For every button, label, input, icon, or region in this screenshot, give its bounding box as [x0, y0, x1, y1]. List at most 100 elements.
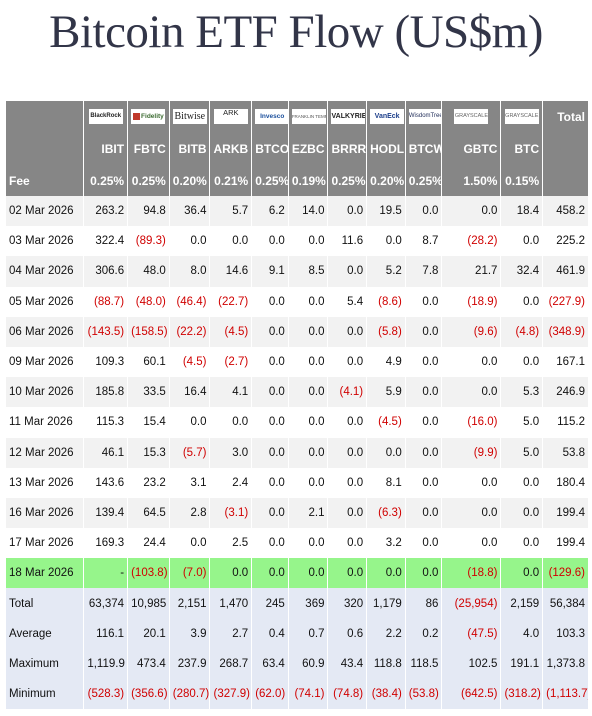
- ticker-header: BTCO: [252, 132, 288, 165]
- stats-value: 86: [405, 588, 442, 619]
- row-total: 180.4: [543, 467, 588, 498]
- flow-value: 0.0: [252, 346, 288, 378]
- flow-value: (22.2): [169, 316, 210, 347]
- row-date: 03 Mar 2026: [6, 226, 84, 257]
- ticker-header: BRRR: [328, 132, 367, 165]
- flow-value: 0.0: [288, 437, 328, 468]
- stats-value: (74.1): [288, 679, 328, 710]
- table-row: 09 Mar 2026 109.3 60.1 (4.5) (2.7) 0.0 0.0 0.0 4…: [6, 346, 588, 378]
- page-title: Bitcoin ETF Flow (US$m): [49, 6, 543, 58]
- flow-value: 24.4: [128, 528, 169, 559]
- header-logo-cell: WisdomTree: [405, 101, 442, 132]
- fee-value: 0.25%: [84, 165, 128, 196]
- fee-value: 0.20%: [367, 165, 405, 196]
- flow-value: 169.3: [84, 528, 128, 559]
- row-total: (129.6): [543, 558, 588, 589]
- stats-value: 102.5: [442, 648, 501, 679]
- header-logo-cell: FRANKLIN TEMPLETON: [288, 101, 328, 132]
- flow-value: 2.5: [210, 528, 252, 559]
- row-total: 458.2: [543, 196, 588, 227]
- flow-value: 8.7: [405, 226, 442, 257]
- flow-value: 0.0: [405, 196, 442, 227]
- table-row: 02 Mar 2026 263.2 94.8 36.4 5.7 6.2 14.0 0.0 19.…: [6, 196, 588, 227]
- stats-row-minimum: Minimum (528.3) (356.6) (280.7) (327.9) (62.0…: [6, 679, 588, 710]
- flow-value: 0.0: [288, 467, 328, 498]
- flow-value: 0.0: [367, 558, 405, 589]
- flow-value: (4.5): [210, 316, 252, 347]
- stats-total: 56,384: [543, 588, 588, 619]
- flow-value: 5.3: [501, 377, 543, 408]
- flow-value: (4.8): [501, 316, 543, 347]
- etf-flow-table: BlackRock Fidelity Bitwise ARK Invesco FRANKL…: [5, 101, 589, 710]
- flow-value: 0.0: [328, 407, 367, 438]
- flow-value: (143.5): [84, 316, 128, 347]
- flow-value: 94.8: [128, 196, 169, 227]
- row-date: 16 Mar 2026: [6, 497, 84, 529]
- row-date: 11 Mar 2026: [6, 407, 84, 438]
- flow-value: 3.1: [169, 467, 210, 498]
- header-logo-cell: BlackRock: [84, 101, 128, 132]
- fee-value: 0.21%: [210, 165, 252, 196]
- flow-value: 0.0: [252, 226, 288, 257]
- ark-logo: ARK: [213, 109, 248, 124]
- flow-value: 15.3: [128, 437, 169, 468]
- fee-value: 1.50%: [442, 165, 501, 196]
- stats-value: 116.1: [84, 618, 128, 649]
- flow-value: 0.0: [328, 256, 367, 287]
- flow-value: 0.0: [328, 316, 367, 347]
- flow-value: 2.8: [169, 497, 210, 529]
- flow-value: 0.0: [169, 226, 210, 257]
- stats-value: 245: [252, 588, 288, 619]
- flow-value: 0.0: [442, 346, 501, 378]
- stats-value: 1,470: [210, 588, 252, 619]
- flow-value: 0.0: [288, 407, 328, 438]
- table-row: 11 Mar 2026 115.3 15.4 0.0 0.0 0.0 0.0 0.0 (4.5)…: [6, 407, 588, 438]
- flow-value: 0.0: [367, 226, 405, 257]
- stats-value: (38.4): [367, 679, 405, 710]
- flow-value: 8.0: [169, 256, 210, 287]
- flow-value: 0.0: [252, 286, 288, 317]
- stats-value: (53.8): [405, 679, 442, 710]
- table-row: 16 Mar 2026 139.4 64.5 2.8 (3.1) 0.0 2.1 0.0 (6.…: [6, 497, 588, 529]
- flow-value: 0.0: [405, 497, 442, 529]
- flow-value: 7.8: [405, 256, 442, 287]
- row-total: 461.9: [543, 256, 588, 287]
- flow-value: 0.0: [252, 528, 288, 559]
- flow-value: 0.0: [442, 528, 501, 559]
- flow-value: 306.6: [84, 256, 128, 287]
- stats-value: (318.2): [501, 679, 543, 710]
- stats-label: Average: [6, 618, 84, 649]
- header-logo-cell: VanEck: [367, 101, 405, 132]
- flow-value: (158.5): [128, 316, 169, 347]
- stats-value: 118.8: [367, 648, 405, 679]
- flow-value: 4.9: [367, 346, 405, 378]
- stats-row-average: Average 116.1 20.1 3.9 2.7 0.4 0.7 0.6 2.2 0.2 (47…: [6, 618, 588, 649]
- flow-value: 0.0: [328, 528, 367, 559]
- flow-value: 3.0: [210, 437, 252, 468]
- flow-value: 0.0: [288, 558, 328, 589]
- row-total: (348.9): [543, 316, 588, 347]
- flow-value: 0.0: [405, 558, 442, 589]
- flow-value: 4.1: [210, 377, 252, 408]
- header-logo-cell: Fidelity: [128, 101, 169, 132]
- flow-value: 2.4: [210, 467, 252, 498]
- table-row: 17 Mar 2026 169.3 24.4 0.0 2.5 0.0 0.0 0.0 3.2 0.…: [6, 528, 588, 559]
- flow-value: 115.3: [84, 407, 128, 438]
- flow-value: (103.8): [128, 558, 169, 589]
- fee-value: 0.20%: [169, 165, 210, 196]
- flow-value: 0.0: [288, 286, 328, 317]
- flow-value: 139.4: [84, 497, 128, 529]
- flow-value: 0.0: [501, 558, 543, 589]
- wisdomtree-logo: WisdomTree: [408, 109, 442, 124]
- stats-value: (528.3): [84, 679, 128, 710]
- flow-value: 0.0: [501, 497, 543, 529]
- ticker-header: GBTC: [442, 132, 501, 165]
- flow-value: 143.6: [84, 467, 128, 498]
- flow-value: (2.7): [210, 346, 252, 378]
- fee-value: 0.25%: [405, 165, 442, 196]
- stats-value: 10,985: [128, 588, 169, 619]
- fee-total-cell: [543, 165, 588, 196]
- flow-value: 14.6: [210, 256, 252, 287]
- flow-value: (4.5): [367, 407, 405, 438]
- stats-value: 118.5: [405, 648, 442, 679]
